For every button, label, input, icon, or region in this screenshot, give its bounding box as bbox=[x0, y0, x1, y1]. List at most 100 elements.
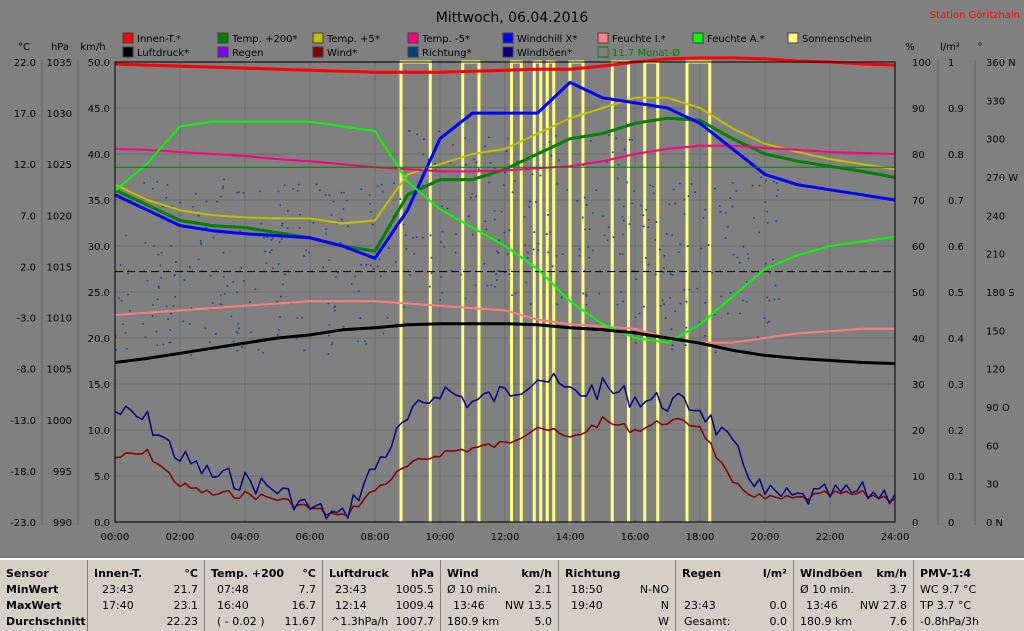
direction-dot bbox=[222, 185, 225, 188]
tick-wind: 0.0 bbox=[94, 518, 110, 529]
direction-dot bbox=[616, 177, 619, 180]
tick-percent: 70 bbox=[912, 196, 925, 207]
direction-dot bbox=[628, 138, 631, 141]
direction-dot bbox=[441, 291, 444, 294]
stats-unit-temp200: °C bbox=[302, 567, 316, 580]
stats-header-pmv: PMV-1:4 bbox=[920, 567, 971, 580]
direction-dot bbox=[539, 174, 542, 177]
richtung-avg-value: W bbox=[658, 615, 669, 628]
direction-dot bbox=[324, 193, 327, 196]
direction-dot bbox=[236, 291, 239, 294]
direction-dot bbox=[679, 243, 682, 246]
direction-dot bbox=[757, 336, 760, 339]
direction-dot bbox=[497, 251, 500, 254]
direction-dot bbox=[483, 262, 486, 265]
direction-dot bbox=[280, 224, 283, 227]
direction-dot bbox=[340, 191, 343, 194]
direction-dot bbox=[534, 201, 537, 204]
direction-dot bbox=[566, 189, 569, 192]
direction-dot bbox=[555, 254, 558, 257]
direction-dot bbox=[508, 229, 511, 232]
tick-time: 18:00 bbox=[686, 532, 715, 543]
legend-label: Wind* bbox=[327, 48, 357, 59]
direction-dot bbox=[128, 309, 131, 312]
tick-wind: 20.0 bbox=[88, 334, 110, 345]
stats-col-pmv: PMV-1:4 WC 9.7 °C TP 3.7 °C -0.8hPa/3h bbox=[914, 560, 1024, 631]
direction-dot bbox=[726, 312, 729, 315]
direction-dot bbox=[477, 168, 480, 171]
direction-dot bbox=[531, 173, 534, 176]
direction-dot bbox=[506, 252, 509, 255]
direction-dot bbox=[731, 205, 734, 208]
direction-dot bbox=[557, 159, 560, 162]
tick-direction: 90 O bbox=[986, 403, 1010, 414]
tick-wind: 35.0 bbox=[88, 196, 110, 207]
direction-dot bbox=[729, 197, 732, 200]
direction-dot bbox=[356, 340, 359, 343]
direction-dot bbox=[318, 189, 321, 192]
boeen-max-value: NW 27.8 bbox=[859, 599, 907, 612]
direction-dot bbox=[621, 253, 624, 256]
direction-dot bbox=[683, 288, 686, 291]
direction-dot bbox=[766, 210, 769, 213]
temp200-min-time: 07:48 bbox=[217, 583, 249, 596]
axis-ticks: 22.0 17.0 12.0 7.0 2.0 -3.0 -8.0 -13.0 -18.0 -23.… bbox=[10, 58, 1018, 543]
direction-dot bbox=[165, 305, 168, 308]
direction-dot bbox=[144, 336, 147, 339]
direction-dot bbox=[612, 236, 615, 239]
tick-time: 12:00 bbox=[491, 532, 520, 543]
direction-dot bbox=[729, 291, 732, 294]
stats-col-boeen: Windböen km/h Ø 10 min. 3.7 13:46 NW 27.… bbox=[794, 560, 914, 631]
direction-dot bbox=[166, 183, 169, 186]
direction-dot bbox=[561, 252, 564, 255]
direction-dot bbox=[279, 204, 282, 207]
direction-dot bbox=[278, 316, 281, 319]
direction-dot bbox=[369, 264, 372, 267]
chart-grid bbox=[114, 61, 896, 523]
direction-dot bbox=[556, 303, 559, 306]
direction-dot bbox=[172, 305, 175, 308]
direction-dot bbox=[662, 303, 665, 306]
series-temp-minus5 bbox=[114, 144, 896, 173]
tick-temp: -13.0 bbox=[10, 416, 36, 427]
series-temp-200 bbox=[114, 116, 896, 253]
station-label: Station Göritzhain bbox=[930, 10, 1020, 21]
tick-temp: -3.0 bbox=[16, 314, 36, 325]
direction-dot bbox=[702, 216, 705, 219]
tick-rain: 0.8 bbox=[948, 150, 964, 161]
legend-swatch bbox=[597, 32, 609, 44]
unit-pressure: hPa bbox=[51, 42, 69, 53]
direction-dot bbox=[237, 322, 240, 325]
direction-dot bbox=[550, 154, 553, 157]
direction-dot bbox=[766, 296, 769, 299]
direction-dot bbox=[325, 232, 328, 235]
direction-dot bbox=[649, 184, 652, 187]
tick-wind: 15.0 bbox=[88, 380, 110, 391]
tick-wind: 30.0 bbox=[88, 242, 110, 253]
direction-dot bbox=[763, 317, 766, 320]
direction-dot bbox=[277, 262, 280, 265]
direction-dot bbox=[152, 245, 155, 248]
tick-percent: 60 bbox=[912, 242, 925, 253]
direction-dot bbox=[652, 192, 655, 195]
stats-col-sensor: Sensor MinWert MaxWert Durchschnitt bbox=[0, 560, 88, 631]
richtung-max-value: N bbox=[660, 599, 669, 612]
direction-dot bbox=[270, 238, 273, 241]
direction-dot bbox=[647, 263, 650, 266]
direction-dot bbox=[745, 300, 748, 303]
temp200-max-value: 16.7 bbox=[291, 599, 317, 612]
druck-trend: ^1.3hPa/h bbox=[331, 615, 389, 628]
direction-dot bbox=[768, 272, 771, 275]
direction-dot bbox=[592, 249, 595, 252]
direction-dot bbox=[764, 201, 767, 204]
tick-direction: 150 bbox=[986, 326, 1005, 337]
legend-label: Regen bbox=[232, 48, 264, 59]
direction-dot bbox=[152, 304, 155, 307]
direction-dot bbox=[616, 303, 619, 306]
series-feuchte-aussen bbox=[114, 120, 896, 344]
direction-dot bbox=[467, 215, 470, 218]
direction-dot bbox=[342, 207, 345, 210]
direction-dot bbox=[297, 183, 300, 186]
direction-dot bbox=[165, 196, 168, 199]
direction-dot bbox=[269, 251, 272, 254]
